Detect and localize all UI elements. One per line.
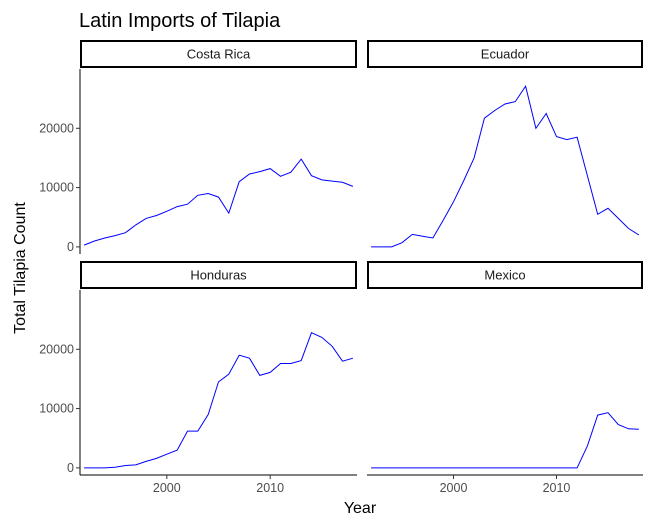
x-tick-label: 2000 bbox=[440, 481, 468, 495]
series-line-mexico bbox=[371, 412, 639, 469]
panel-ecuador: Ecuador bbox=[367, 40, 643, 248]
x-axis-title: Year bbox=[344, 500, 377, 517]
strip-mexico bbox=[367, 261, 643, 289]
x-tick-label: 2000 bbox=[153, 481, 181, 495]
y-axis-title: Total Tilapia Count bbox=[12, 202, 29, 334]
strip-costa-rica bbox=[80, 40, 357, 68]
strip-honduras bbox=[80, 261, 357, 289]
strip-label-mexico: Mexico bbox=[484, 268, 525, 283]
series-line-ecuador bbox=[371, 84, 640, 248]
facet-panels: Costa Rica 0 10000 20000 Ecuador Honduras 0 100… bbox=[39, 40, 643, 495]
y-tick-label: 10000 bbox=[39, 402, 74, 416]
panel-honduras: Honduras 0 10000 20000 2000 2010 bbox=[39, 261, 357, 495]
x-tick-label: 2010 bbox=[543, 481, 571, 495]
strip-label-ecuador: Ecuador bbox=[481, 47, 530, 62]
series-line-costa-rica bbox=[83, 158, 354, 246]
y-tick-label: 20000 bbox=[39, 121, 74, 135]
y-tick-label: 10000 bbox=[39, 181, 74, 195]
y-tick-label: 20000 bbox=[39, 342, 74, 356]
y-tick-label: 0 bbox=[67, 240, 74, 254]
strip-label-costa-rica: Costa Rica bbox=[187, 47, 251, 62]
chart-title: Latin Imports of Tilapia bbox=[79, 10, 281, 32]
panel-mexico: Mexico 2000 2010 bbox=[367, 261, 643, 495]
strip-label-honduras: Honduras bbox=[190, 268, 247, 283]
strip-ecuador bbox=[367, 40, 643, 68]
series-line-honduras bbox=[84, 332, 354, 469]
panel-costa-rica: Costa Rica 0 10000 20000 bbox=[39, 40, 357, 254]
x-tick-label: 2010 bbox=[256, 481, 284, 495]
y-tick-label: 0 bbox=[67, 461, 74, 475]
